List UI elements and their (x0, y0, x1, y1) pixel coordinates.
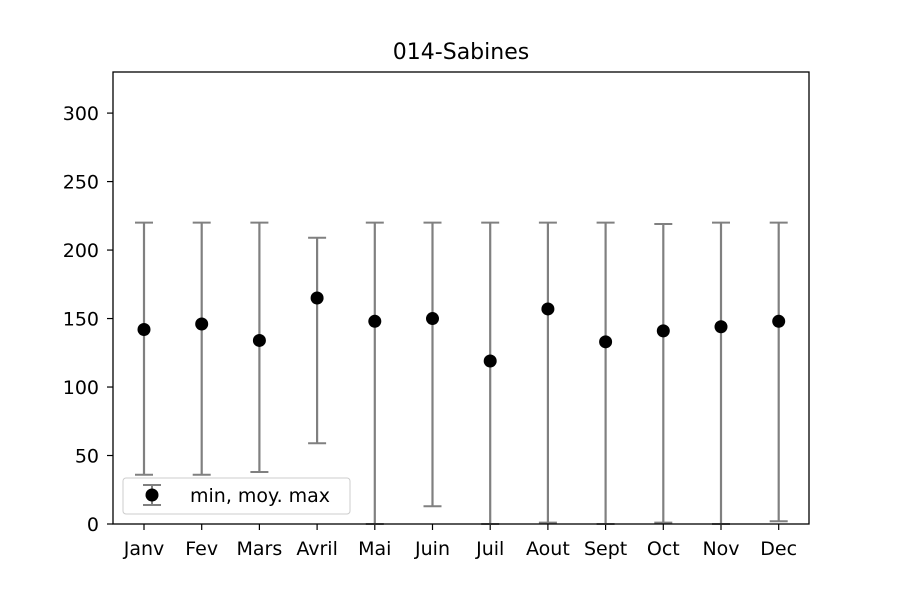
plot-frame (112, 71, 810, 525)
y-tick-label: 50 (75, 446, 99, 468)
data-point-Nov (714, 320, 728, 334)
errorbars (135, 221, 788, 525)
x-tick-label: Juil (475, 538, 504, 560)
chart-title: 014-Sabines (393, 40, 529, 65)
legend-label: min, moy. max (190, 485, 330, 507)
data-point-Oct (656, 324, 670, 338)
x-tick-label: Sept (584, 538, 627, 560)
x-tick-label: Mai (358, 538, 391, 560)
x-tick-label: Oct (647, 538, 680, 560)
y-tick-label: 200 (63, 240, 99, 262)
x-axis: Janv Fev Mars Avril Mai Juin Juil Aout Sept Oct No… (123, 524, 797, 560)
y-tick-label: 100 (63, 377, 99, 399)
data-point-Janv (137, 323, 151, 337)
y-tick-label: 0 (87, 514, 99, 536)
data-point-Dec (772, 314, 786, 328)
x-tick-label: Dec (760, 538, 797, 560)
x-tick-label: Juin (414, 538, 450, 560)
x-tick-label: Nov (702, 538, 739, 560)
x-tick-label: Janv (123, 538, 165, 560)
x-tick-label: Avril (296, 538, 338, 560)
data-point-Juin (426, 312, 439, 326)
data-point-Sept (599, 335, 613, 349)
y-tick-label: 300 (63, 103, 99, 125)
legend: min, moy. max (122, 477, 351, 515)
y-axis: 0 50 100 150 200 250 300 (63, 103, 113, 536)
y-tick-label: 150 (63, 309, 99, 331)
x-tick-label: Fev (185, 538, 218, 560)
data-point-Fev (195, 317, 209, 331)
x-tick-label: Aout (526, 538, 570, 560)
y-tick-label: 250 (63, 172, 99, 194)
data-points (137, 291, 786, 368)
legend-marker-icon (145, 488, 159, 502)
x-tick-label: Mars (237, 538, 283, 560)
data-point-Mars (252, 333, 266, 347)
data-point-Mai (368, 314, 382, 328)
data-point-Juil (483, 354, 497, 368)
legend-box (122, 477, 351, 515)
data-point-Aout (541, 302, 555, 316)
data-point-Avril (310, 291, 324, 305)
